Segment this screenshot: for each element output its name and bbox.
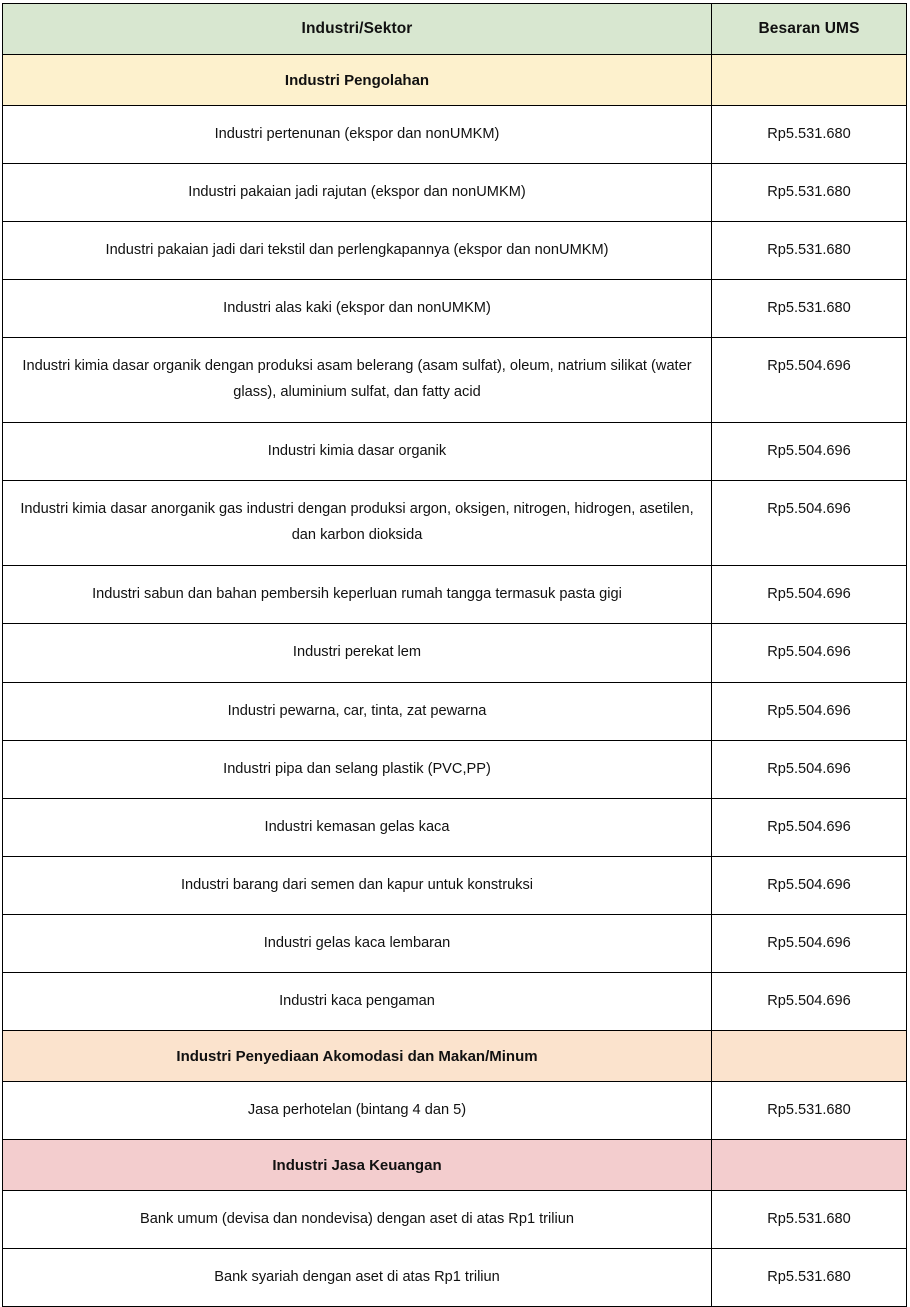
cell-amount: Rp5.504.696 [711,971,907,1032]
cell-sector: Industri pakaian jadi dari tekstil dan p… [2,221,712,281]
cell-amount: Rp5.504.696 [711,681,907,741]
section-header-row: Industri Pengolahan [2,54,907,106]
cell-sector: Industri perekat lem [2,623,712,683]
cell-amount: Rp5.504.696 [711,913,907,974]
table-row: Industri kemasan gelas kaca Rp5.504.696 [2,797,907,857]
cell-amount: Rp5.531.680 [711,1190,907,1250]
section-header-row: Industri Penyediaan Akomodasi dan Makan/… [2,1030,907,1083]
section-title: Industri Jasa Keuangan [2,1139,712,1192]
cell-sector: Industri gelas kaca lembaran [2,913,712,974]
cell-sector: Industri kimia dasar anorganik gas indus… [2,480,712,567]
cell-amount: Rp5.504.696 [711,623,907,683]
cell-sector: Industri kemasan gelas kaca [2,797,712,857]
table-row: Industri perekat lem Rp5.504.696 [2,623,907,683]
table-row: Industri pertenunan (ekspor dan nonUMKM)… [2,104,907,165]
table-row: Industri pipa dan selang plastik (PVC,PP… [2,739,907,799]
section-amount-blank [711,54,907,106]
table-row: Bank syariah dengan aset di atas Rp1 tri… [2,1248,907,1307]
cell-sector: Bank umum (devisa dan nondevisa) dengan … [2,1190,712,1250]
table-row: Industri kimia dasar organik dengan prod… [2,337,907,424]
table-row: Industri pakaian jadi rajutan (ekspor da… [2,163,907,223]
cell-amount: Rp5.504.696 [711,337,907,424]
cell-sector: Industri sabun dan bahan pembersih keper… [2,565,712,625]
cell-amount: Rp5.504.696 [711,739,907,799]
table-row: Jasa perhotelan (bintang 4 dan 5) Rp5.531… [2,1081,907,1141]
table-header: Industri/Sektor Besaran UMS [2,3,907,55]
cell-amount: Rp5.531.680 [711,1248,907,1307]
cell-sector: Industri kaca pengaman [2,971,712,1032]
column-header-amount: Besaran UMS [711,3,907,55]
cell-sector: Industri alas kaki (ekspor dan nonUMKM) [2,279,712,339]
table-row: Industri alas kaki (ekspor dan nonUMKM) R… [2,279,907,339]
cell-amount: Rp5.531.680 [711,279,907,339]
section-amount-blank [711,1030,907,1083]
table-row: Bank umum (devisa dan nondevisa) dengan … [2,1190,907,1250]
section-title: Industri Penyediaan Akomodasi dan Makan/… [2,1030,712,1083]
cell-sector: Industri kimia dasar organik [2,422,712,482]
cell-sector: Industri pipa dan selang plastik (PVC,PP… [2,739,712,799]
cell-amount: Rp5.504.696 [711,565,907,625]
table-row: Industri kaca pengaman Rp5.504.696 [2,971,907,1032]
table-row: Industri kimia dasar anorganik gas indus… [2,480,907,567]
cell-amount: Rp5.504.696 [711,855,907,915]
table-row: Industri kimia dasar organik Rp5.504.696 [2,422,907,482]
cell-amount: Rp5.531.680 [711,221,907,281]
table-body: Industri Pengolahan Industri pertenunan (… [2,54,907,1307]
section-amount-blank [711,1139,907,1192]
cell-sector: Industri pakaian jadi rajutan (ekspor da… [2,163,712,223]
section-title: Industri Pengolahan [2,54,712,106]
cell-amount: Rp5.504.696 [711,797,907,857]
cell-amount: Rp5.531.680 [711,104,907,165]
table-row: Industri pakaian jadi dari tekstil dan p… [2,221,907,281]
table-row: Industri sabun dan bahan pembersih keper… [2,565,907,625]
table-header-row: Industri/Sektor Besaran UMS [2,3,907,55]
table-row: Industri gelas kaca lembaran Rp5.504.696 [2,913,907,974]
cell-sector: Industri barang dari semen dan kapur unt… [2,855,712,915]
column-header-sector: Industri/Sektor [2,3,712,55]
table-row: Industri pewarna, car, tinta, zat pewarn… [2,681,907,741]
cell-sector: Industri kimia dasar organik dengan prod… [2,337,712,424]
cell-sector: Bank syariah dengan aset di atas Rp1 tri… [2,1248,712,1307]
table-row: Industri barang dari semen dan kapur unt… [2,855,907,915]
cell-sector: Jasa perhotelan (bintang 4 dan 5) [2,1081,712,1141]
cell-amount: Rp5.504.696 [711,480,907,567]
cell-sector: Industri pewarna, car, tinta, zat pewarn… [2,681,712,741]
section-header-row: Industri Jasa Keuangan [2,1139,907,1192]
cell-amount: Rp5.531.680 [711,163,907,223]
cell-amount: Rp5.531.680 [711,1081,907,1141]
ums-table-container: Industri/Sektor Besaran UMS Industri Pen… [2,3,907,1307]
cell-sector: Industri pertenunan (ekspor dan nonUMKM) [2,104,712,165]
ums-table: Industri/Sektor Besaran UMS Industri Pen… [2,3,907,1307]
cell-amount: Rp5.504.696 [711,422,907,482]
